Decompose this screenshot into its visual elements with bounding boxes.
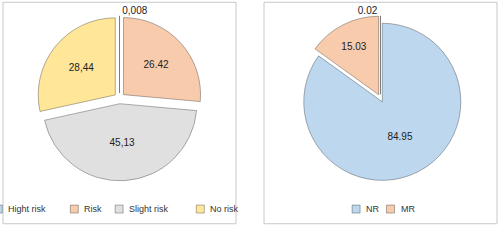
svg-text:Hight risk: Hight risk [8,204,46,214]
svg-text:28,44: 28,44 [69,62,94,73]
svg-text:NR: NR [366,204,379,214]
svg-text:0,008: 0,008 [122,5,147,16]
svg-text:Slight risk: Slight risk [129,204,169,214]
svg-text:0.02: 0.02 [358,5,378,16]
svg-text:No risk: No risk [210,204,239,214]
svg-text:84.95: 84.95 [387,131,412,142]
svg-text:45,13: 45,13 [110,137,135,148]
svg-text:26.42: 26.42 [144,59,169,70]
svg-text:MR: MR [401,204,415,214]
svg-text:15.03: 15.03 [341,41,366,52]
svg-text:Risk: Risk [84,204,102,214]
